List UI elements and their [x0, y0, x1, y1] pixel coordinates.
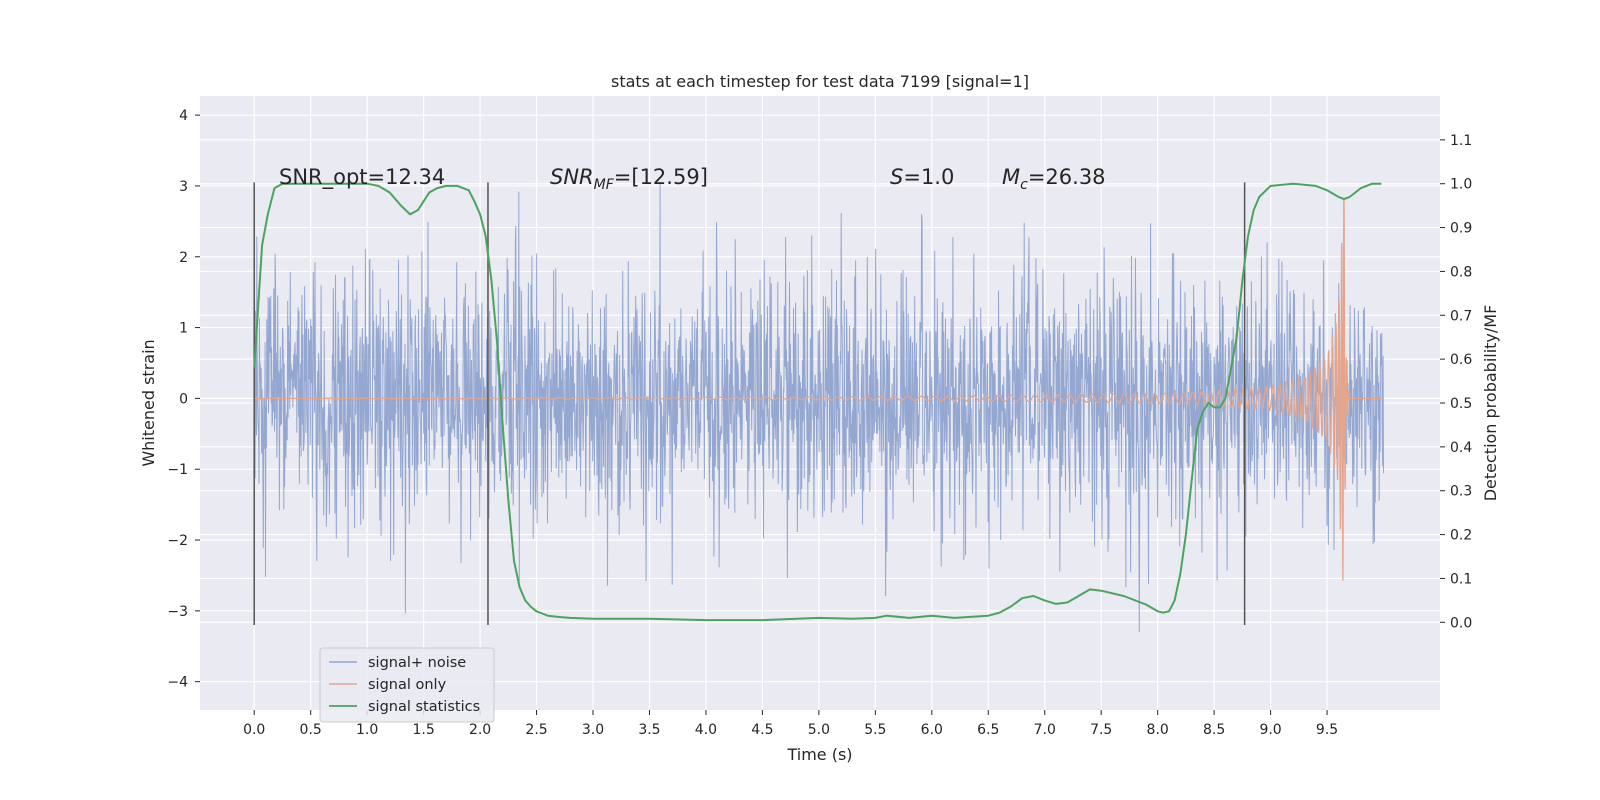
chart-title: stats at each timestep for test data 719…	[611, 72, 1029, 91]
x-tick-label-16: 8.0	[1147, 722, 1169, 738]
y-axis-label: Whitened strain	[139, 339, 158, 466]
x-tick-label-0: 0.0	[243, 722, 265, 738]
annotation-snr-opt: SNR_opt=12.34	[279, 165, 445, 190]
series-signal-statistics	[253, 182, 1382, 622]
signal-statistics-line	[253, 182, 1382, 622]
annotation-snr-mf-value: =[12.59]	[614, 165, 708, 189]
y-tick-label-1: 3	[179, 179, 188, 195]
x-axis-label: Time (s)	[786, 745, 852, 764]
x-tick-label-2: 1.0	[356, 722, 378, 738]
series-signal-only	[254, 198, 1382, 581]
x-tick-label-17: 8.5	[1203, 722, 1225, 738]
y-tick-label-4: 0	[179, 391, 188, 407]
x-tick-label-19: 9.5	[1316, 722, 1338, 738]
y-tick-label-6: −2	[167, 533, 188, 549]
series-signal-noise	[253, 183, 1384, 633]
signal-only-line	[254, 198, 1382, 581]
y-tick-label-5: −1	[167, 462, 188, 478]
annotation-mc-main: M	[1002, 165, 1020, 189]
y-right-tick-label-3: 0.8	[1450, 264, 1472, 280]
annotation-mc-sub: c	[1020, 177, 1028, 193]
y-axis-label-right: Detection probability/MF	[1481, 305, 1500, 502]
annotation-mc-value: =26.38	[1028, 165, 1106, 189]
annotation-s: S=1.0	[890, 165, 954, 189]
annotation-mc: Mc=26.38	[1002, 165, 1106, 193]
y-right-tick-label-7: 0.4	[1450, 440, 1472, 456]
annotation-s-main: S	[890, 165, 903, 189]
y-tick-label-2: 2	[179, 250, 188, 266]
annotation-snr-mf-sub: MF	[594, 177, 615, 193]
x-tick-label-4: 2.0	[469, 722, 491, 738]
x-tick-label-10: 5.0	[808, 722, 830, 738]
x-tick-label-11: 5.5	[864, 722, 886, 738]
y-right-tick-label-10: 0.1	[1450, 571, 1472, 587]
legend-box	[319, 647, 495, 723]
annotation-snr-mf: SNRMF=[12.59]	[550, 165, 708, 193]
y-right-tick-label-0: 1.1	[1450, 133, 1472, 149]
y-tick-label-3: 1	[179, 321, 188, 337]
y-right-tick-label-6: 0.5	[1450, 396, 1472, 412]
y-right-tick-label-11: 0.0	[1450, 615, 1472, 631]
y-right-tick-label-4: 0.7	[1450, 308, 1472, 324]
x-tick-label-7: 3.5	[638, 722, 660, 738]
x-tick-label-3: 1.5	[412, 722, 434, 738]
y-right-tick-label-5: 0.6	[1450, 352, 1472, 368]
y-tick-label-7: −3	[167, 604, 188, 620]
x-tick-label-15: 7.5	[1090, 722, 1112, 738]
x-tick-label-13: 6.5	[977, 722, 999, 738]
y-tick-label-8: −4	[167, 675, 188, 691]
x-tick-label-14: 7.0	[1034, 722, 1056, 738]
legend-label-signal-only: signal only	[368, 677, 447, 693]
signal-noise-line	[253, 183, 1384, 633]
legend-label-signal-noise: signal+ noise	[368, 655, 466, 671]
x-tick-label-12: 6.0	[921, 722, 943, 738]
y-right-tick-label-1: 1.0	[1450, 177, 1472, 193]
y-right-tick-label-8: 0.3	[1450, 484, 1472, 500]
legend-label-signal-statistics: signal statistics	[368, 699, 480, 715]
y-tick-label-0: 4	[179, 108, 188, 124]
x-tick-label-18: 9.0	[1259, 722, 1281, 738]
annotation-snr-mf-main: SNR	[550, 165, 594, 189]
x-tick-label-9: 4.5	[751, 722, 773, 738]
x-tick-label-5: 2.5	[525, 722, 547, 738]
axis-ticks: 0.0 0.5 1.0 1.5 2.0 2.5 3.0 3.5 4.0 4.5 5.0 5.5 6.0 6…	[167, 108, 1472, 738]
x-tick-label-8: 4.0	[695, 722, 717, 738]
y-right-tick-label-9: 0.2	[1450, 528, 1472, 544]
legend: signal+ noise signal only signal statist…	[319, 647, 495, 723]
x-tick-label-1: 0.5	[300, 722, 322, 738]
x-tick-label-6: 3.0	[582, 722, 604, 738]
y-right-tick-label-2: 0.9	[1450, 221, 1472, 237]
annotation-s-value: =1.0	[903, 165, 954, 189]
